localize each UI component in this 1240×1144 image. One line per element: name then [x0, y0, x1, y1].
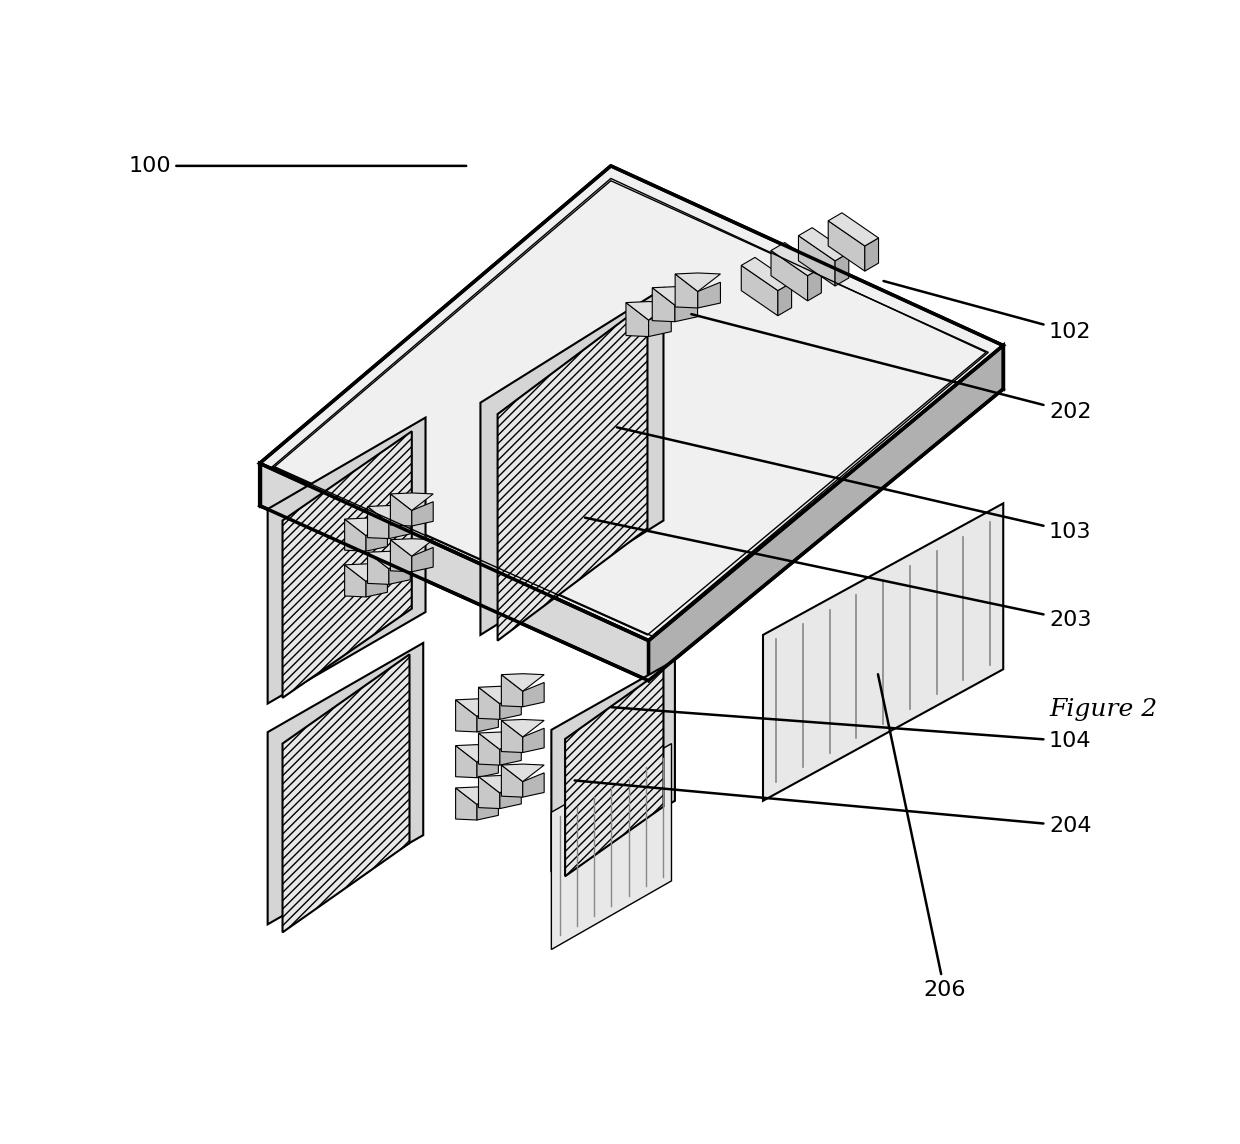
Polygon shape	[391, 494, 412, 526]
Polygon shape	[501, 674, 544, 691]
Polygon shape	[283, 431, 412, 698]
Polygon shape	[552, 744, 672, 950]
Text: 100: 100	[128, 156, 466, 176]
Polygon shape	[477, 708, 498, 732]
Polygon shape	[477, 754, 498, 778]
Polygon shape	[675, 273, 720, 292]
Polygon shape	[777, 283, 791, 316]
Polygon shape	[455, 746, 477, 778]
Polygon shape	[500, 741, 521, 765]
Polygon shape	[455, 745, 498, 762]
Polygon shape	[799, 228, 849, 261]
Polygon shape	[864, 238, 879, 271]
Polygon shape	[698, 283, 720, 308]
Polygon shape	[523, 683, 544, 707]
Polygon shape	[366, 527, 387, 551]
Polygon shape	[259, 166, 1003, 641]
Text: Figure 2: Figure 2	[1049, 698, 1157, 721]
Polygon shape	[479, 776, 521, 793]
Polygon shape	[412, 502, 433, 526]
Polygon shape	[771, 243, 821, 276]
Polygon shape	[412, 548, 433, 572]
Polygon shape	[799, 236, 835, 286]
Polygon shape	[367, 507, 389, 539]
Polygon shape	[259, 463, 649, 681]
Text: 203: 203	[585, 518, 1091, 630]
Polygon shape	[649, 311, 671, 336]
Polygon shape	[479, 733, 500, 765]
Text: 104: 104	[611, 707, 1091, 752]
Polygon shape	[389, 515, 410, 539]
Polygon shape	[345, 518, 387, 535]
Polygon shape	[391, 493, 433, 510]
Polygon shape	[455, 788, 477, 820]
Polygon shape	[479, 686, 521, 704]
Polygon shape	[501, 721, 523, 753]
Polygon shape	[345, 565, 366, 597]
Polygon shape	[455, 787, 498, 804]
Polygon shape	[480, 288, 663, 635]
Polygon shape	[479, 732, 521, 749]
Polygon shape	[391, 540, 412, 572]
Polygon shape	[501, 720, 544, 737]
Polygon shape	[479, 688, 500, 720]
Polygon shape	[626, 303, 649, 336]
Polygon shape	[742, 265, 777, 316]
Polygon shape	[345, 564, 387, 581]
Polygon shape	[497, 302, 647, 641]
Polygon shape	[675, 296, 698, 321]
Polygon shape	[283, 654, 409, 932]
Polygon shape	[828, 221, 864, 271]
Polygon shape	[771, 251, 807, 301]
Polygon shape	[367, 506, 410, 523]
Polygon shape	[626, 302, 671, 320]
Polygon shape	[345, 519, 366, 551]
Polygon shape	[652, 287, 698, 305]
Polygon shape	[389, 561, 410, 585]
Polygon shape	[552, 660, 675, 871]
Polygon shape	[455, 700, 477, 732]
Polygon shape	[835, 253, 849, 286]
Polygon shape	[652, 288, 675, 321]
Polygon shape	[479, 777, 500, 809]
Text: 102: 102	[884, 281, 1091, 342]
Polygon shape	[501, 764, 544, 781]
Text: 206: 206	[878, 674, 966, 1000]
Polygon shape	[391, 539, 433, 556]
Polygon shape	[367, 553, 389, 585]
Polygon shape	[500, 696, 521, 720]
Polygon shape	[523, 729, 544, 753]
Polygon shape	[366, 573, 387, 597]
Text: 204: 204	[574, 780, 1091, 836]
Text: 103: 103	[618, 428, 1091, 542]
Polygon shape	[477, 796, 498, 820]
Polygon shape	[455, 699, 498, 716]
Polygon shape	[807, 268, 821, 301]
Text: 202: 202	[692, 315, 1091, 422]
Polygon shape	[675, 275, 698, 308]
Polygon shape	[742, 257, 791, 291]
Polygon shape	[501, 675, 523, 707]
Polygon shape	[268, 643, 423, 924]
Polygon shape	[828, 213, 879, 246]
Polygon shape	[500, 785, 521, 809]
Polygon shape	[367, 551, 410, 569]
Polygon shape	[268, 418, 425, 704]
Polygon shape	[523, 773, 544, 797]
Polygon shape	[763, 503, 1003, 801]
Polygon shape	[501, 765, 523, 797]
Polygon shape	[565, 669, 663, 876]
Polygon shape	[649, 345, 1003, 681]
